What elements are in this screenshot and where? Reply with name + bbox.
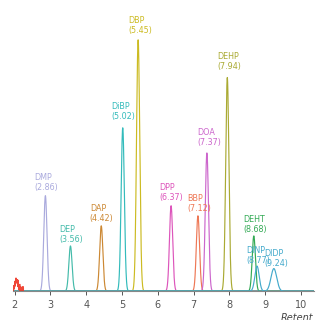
Text: DEP
(3.56): DEP (3.56)	[59, 225, 83, 244]
Text: DAP
(4.42): DAP (4.42)	[90, 204, 114, 223]
Text: DINP
(8.77): DINP (8.77)	[247, 246, 270, 265]
Text: DiBP
(5.02): DiBP (5.02)	[111, 102, 135, 121]
Text: DIDP
(9.24): DIDP (9.24)	[265, 249, 288, 268]
Text: DBP
(5.45): DBP (5.45)	[128, 16, 152, 35]
Text: DEHP
(7.94): DEHP (7.94)	[217, 52, 241, 71]
Text: DEHT
(8.68): DEHT (8.68)	[243, 215, 267, 234]
Text: Retent: Retent	[281, 313, 314, 320]
Text: DOA
(7.37): DOA (7.37)	[197, 128, 221, 148]
Text: DPP
(6.37): DPP (6.37)	[160, 183, 183, 202]
Text: BBP
(7.12): BBP (7.12)	[188, 194, 212, 213]
Text: DMP
(2.86): DMP (2.86)	[34, 173, 58, 192]
